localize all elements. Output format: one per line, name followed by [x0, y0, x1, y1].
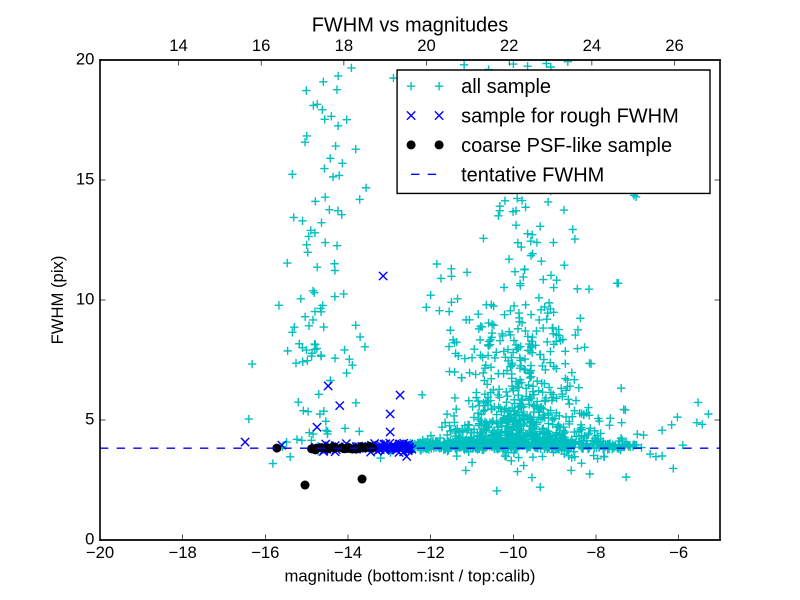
svg-text:14: 14 — [169, 36, 188, 55]
svg-text:16: 16 — [252, 36, 271, 55]
svg-text:−16: −16 — [251, 543, 279, 562]
svg-text:−12: −12 — [417, 543, 445, 562]
svg-text:10: 10 — [76, 290, 95, 309]
svg-text:22: 22 — [500, 36, 519, 55]
svg-text:FWHM vs magnitudes: FWHM vs magnitudes — [312, 14, 509, 36]
svg-text:all sample: all sample — [461, 76, 551, 98]
svg-text:20: 20 — [417, 36, 436, 55]
svg-text:−8: −8 — [587, 543, 606, 562]
svg-text:24: 24 — [583, 36, 602, 55]
svg-text:sample for rough FWHM: sample for rough FWHM — [461, 106, 679, 128]
svg-text:tentative FWHM: tentative FWHM — [461, 164, 604, 186]
svg-text:15: 15 — [76, 170, 95, 189]
svg-text:−14: −14 — [334, 543, 362, 562]
svg-text:FWHM (pix): FWHM (pix) — [48, 256, 67, 345]
svg-text:−18: −18 — [169, 543, 197, 562]
svg-text:18: 18 — [335, 36, 354, 55]
svg-text:−6: −6 — [669, 543, 688, 562]
svg-text:coarse PSF-like sample: coarse PSF-like sample — [461, 135, 672, 157]
svg-text:0: 0 — [85, 530, 94, 549]
svg-text:−10: −10 — [499, 543, 527, 562]
svg-text:26: 26 — [665, 36, 684, 55]
svg-text:20: 20 — [76, 50, 95, 69]
svg-text:−20: −20 — [86, 543, 114, 562]
svg-text:5: 5 — [85, 410, 94, 429]
svg-text:magnitude (bottom:isnt / top:c: magnitude (bottom:isnt / top:calib) — [285, 566, 536, 585]
